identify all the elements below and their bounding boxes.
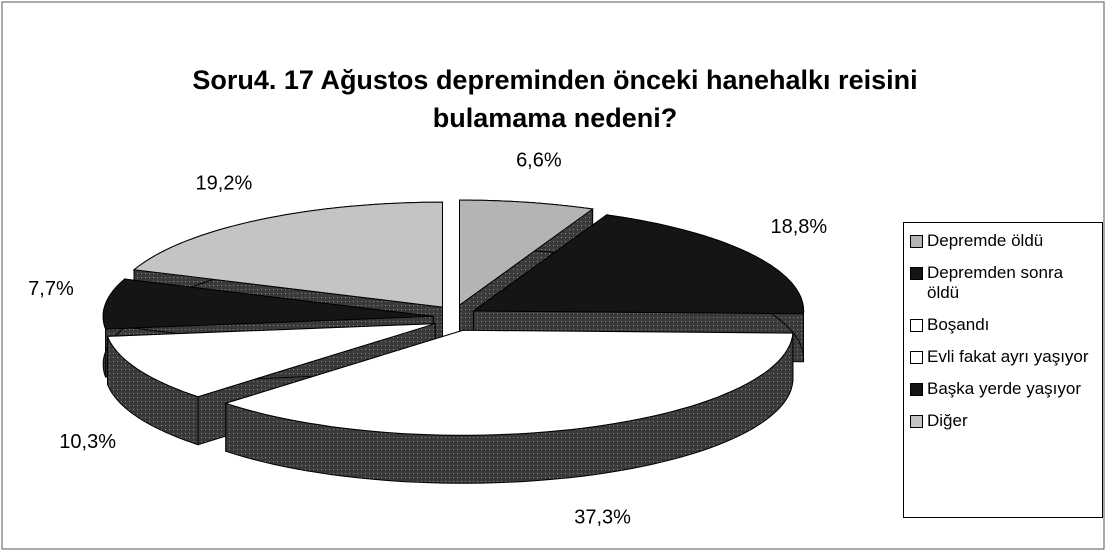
legend-label: Boşandı (927, 315, 990, 334)
legend-label: Başka yerde yaşıyor (927, 379, 1082, 398)
slice (106, 323, 436, 398)
legend-item: Başka yerde yaşıyor (908, 379, 1098, 399)
legend-item: Evli fakat ayrı yaşıyor (908, 347, 1098, 367)
slice (472, 214, 805, 315)
legend-item: Boşandı (908, 315, 1098, 335)
legend-label: Diğer (927, 411, 968, 430)
legend-label: Depremden sonra öldü (927, 263, 1064, 302)
legend-label: Evli fakat ayrı yaşıyor (927, 347, 1089, 366)
slice (102, 278, 434, 330)
data-label: 7,7% (28, 278, 74, 300)
legend-item: Depremden sonra öldü (908, 263, 1098, 303)
data-label: 37,3% (574, 506, 631, 528)
legend-swatch (910, 267, 923, 280)
legend-swatch (910, 351, 923, 364)
slice (132, 201, 443, 308)
legend-swatch (910, 383, 923, 396)
legend-swatch (910, 415, 923, 428)
legend: Depremde öldü Depremden sonra öldü Boşandı… (903, 222, 1103, 518)
legend-swatch (910, 235, 923, 248)
legend-item: Diğer (908, 411, 1098, 431)
chart-title: Soru4. 17 Ağustos depreminden önceki han… (192, 65, 917, 95)
legend-item: Depremde öldü (908, 231, 1098, 251)
legend-label: Depremde öldü (927, 231, 1044, 250)
slice (459, 199, 594, 307)
slice (224, 329, 794, 436)
data-label: 6,6% (516, 149, 562, 171)
chart-title-line2: bulamama nedeni? (433, 103, 678, 133)
data-label: 18,8% (771, 216, 828, 238)
data-label: 10,3% (59, 431, 116, 453)
legend-swatch (910, 319, 923, 332)
data-label: 19,2% (196, 173, 253, 195)
